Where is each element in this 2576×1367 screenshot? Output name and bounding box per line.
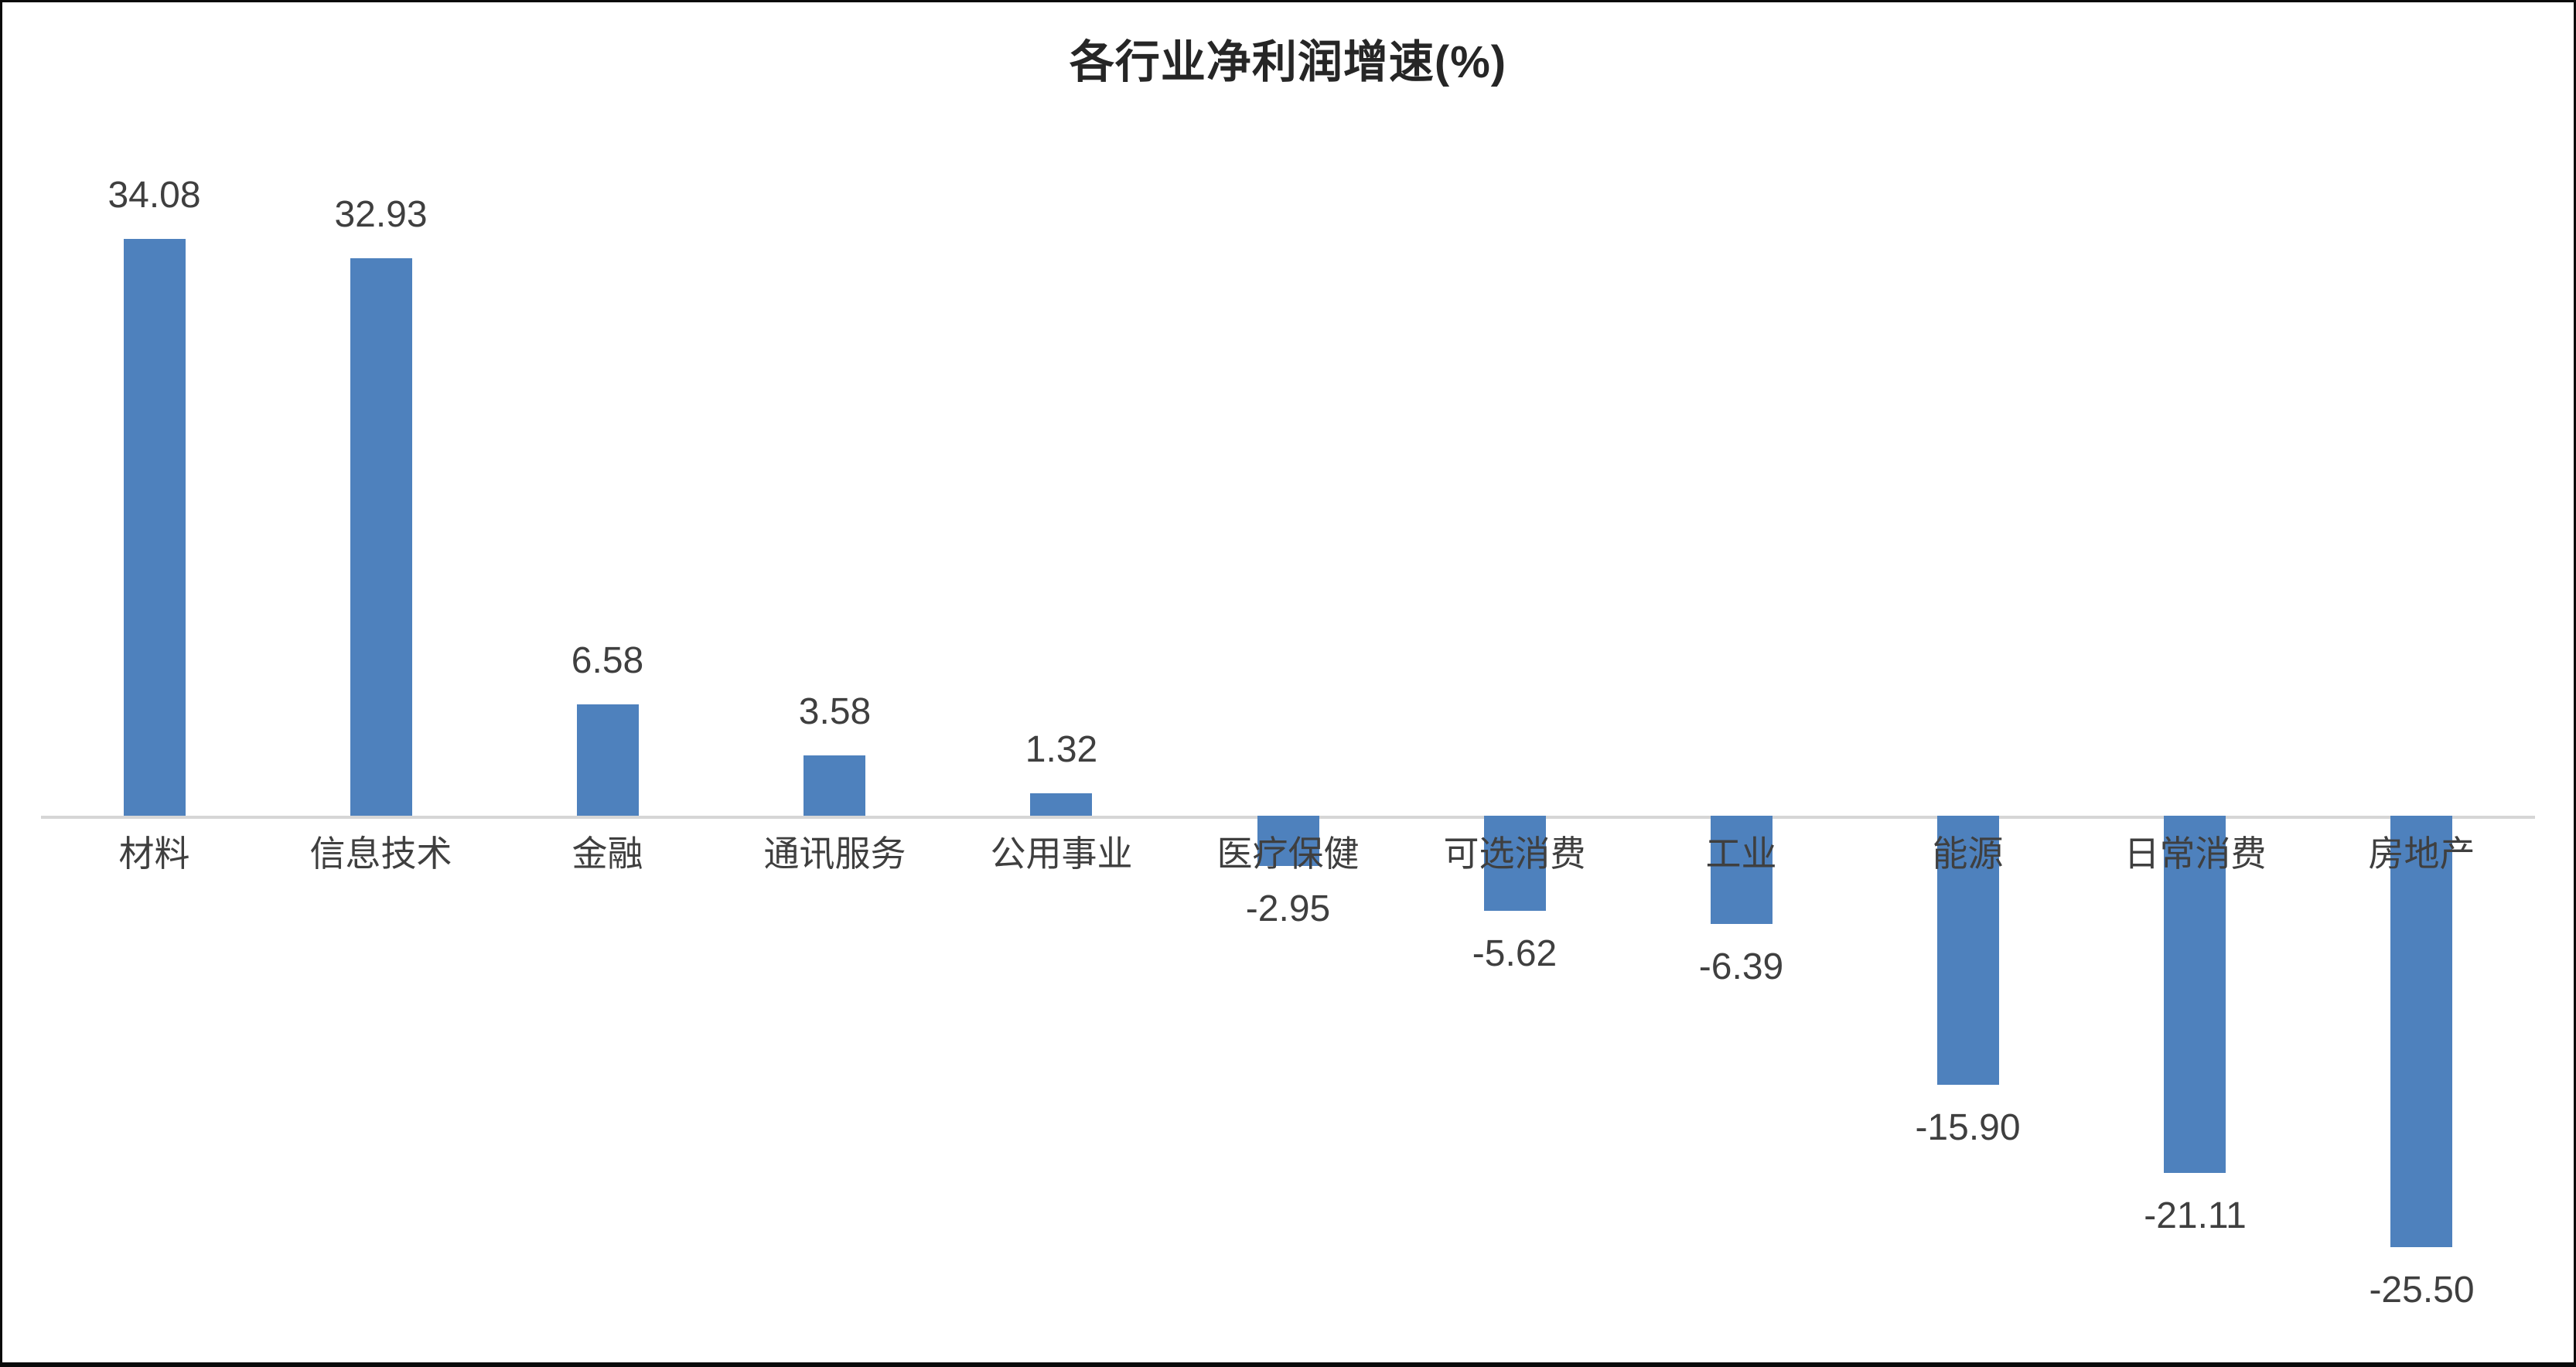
category-label-材料: 材料 xyxy=(118,833,190,874)
value-label-材料: 34.08 xyxy=(107,175,201,216)
value-label-日常消费: -21.11 xyxy=(2144,1195,2247,1236)
value-label-信息技术: 32.93 xyxy=(334,194,428,235)
category-label-能源: 能源 xyxy=(1932,833,2004,874)
category-label-可选消费: 可选消费 xyxy=(1443,833,1586,874)
value-label-工业: -6.39 xyxy=(1698,946,1784,987)
bar-金融 xyxy=(577,704,639,816)
category-label-房地产: 房地产 xyxy=(2368,833,2475,874)
value-label-医疗保健: -2.95 xyxy=(1245,888,1331,929)
value-label-通讯服务: 3.58 xyxy=(798,691,872,732)
category-label-日常消费: 日常消费 xyxy=(2124,833,2267,874)
category-label-信息技术: 信息技术 xyxy=(309,833,452,874)
bar-房地产 xyxy=(2390,816,2452,1247)
category-label-金融: 金融 xyxy=(571,833,643,874)
value-label-可选消费: -5.62 xyxy=(1472,933,1558,974)
bar-医疗保健 xyxy=(1257,816,1319,866)
value-label-公用事业: 1.32 xyxy=(1025,729,1098,770)
bar-工业 xyxy=(1711,816,1772,924)
bar-日常消费 xyxy=(2164,816,2226,1173)
bar-通讯服务 xyxy=(804,755,865,816)
bar-能源 xyxy=(1937,816,1999,1085)
value-label-金融: 6.58 xyxy=(571,640,644,681)
bar-信息技术 xyxy=(350,258,412,816)
chart-title: 各行业净利润增速(%) xyxy=(1069,37,1507,87)
category-label-通讯服务: 通讯服务 xyxy=(763,833,906,874)
category-label-公用事业: 公用事业 xyxy=(990,833,1133,874)
value-label-房地产: -25.50 xyxy=(2369,1270,2475,1311)
bar-公用事业 xyxy=(1030,793,1092,816)
category-label-工业: 工业 xyxy=(1705,833,1777,874)
bar-可选消费 xyxy=(1484,816,1546,911)
value-label-能源: -15.90 xyxy=(1915,1107,2021,1148)
bar-材料 xyxy=(124,239,186,816)
category-label-医疗保健: 医疗保健 xyxy=(1216,833,1360,874)
